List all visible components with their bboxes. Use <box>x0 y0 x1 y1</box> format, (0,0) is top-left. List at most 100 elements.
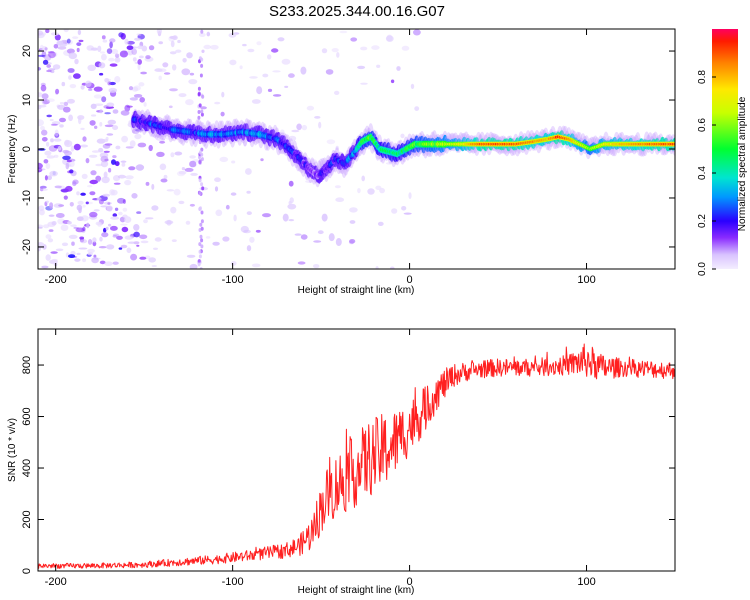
spectrogram-noise-cell <box>85 158 90 164</box>
spectrogram-noise-cell <box>94 103 104 106</box>
spectrogram-noise-cell <box>41 98 49 105</box>
spectrogram-noise-cell <box>326 139 336 145</box>
spectrogram-noise-cell <box>288 73 295 78</box>
spectrogram-noise-cell <box>148 257 156 263</box>
spectrogram-noise-cell <box>386 34 393 42</box>
spectrogram-noise-cell <box>63 101 69 106</box>
spectrogram-noise-cell <box>317 230 324 235</box>
spectrogram-noise-cell <box>124 216 132 224</box>
spectrogram-noise-cell <box>101 53 107 61</box>
y-tick-label: 0 <box>21 146 33 152</box>
spectrogram-noise-cell <box>128 166 136 171</box>
spectrogram-noise-cell <box>80 192 86 196</box>
spectrogram-noise-cell <box>200 109 204 114</box>
spectrogram-noise-cell <box>113 182 121 185</box>
spectrogram-noise-cell <box>111 159 116 165</box>
spectrogram-noise-cell <box>105 226 109 231</box>
spectrogram-noise-cell <box>118 247 123 250</box>
x-tick-label: 0 <box>407 274 413 286</box>
spectrogram-noise-cell <box>181 167 185 171</box>
colorbar-tick-label: 0.0 <box>697 262 708 276</box>
spectrogram-noise-cell <box>145 181 150 186</box>
spectrogram-noise-cell <box>306 105 315 111</box>
spectrogram-noise-cell <box>46 69 52 73</box>
y-tick-label: 10 <box>21 94 33 106</box>
spectrogram-y-axis-label: Frequency (Hz) <box>7 115 18 184</box>
y-tick-label: 800 <box>21 356 33 374</box>
spectrogram-noise-cell <box>109 63 118 67</box>
spectrogram-noise-cell <box>76 47 80 53</box>
colorbar: 0.0 0.2 0.4 0.6 0.8 Normalized spectral ampl… <box>697 29 748 276</box>
spectrogram-noise-cell <box>121 135 128 143</box>
spectrogram-noise-cell <box>145 217 154 220</box>
spectrogram-noise-cell <box>112 109 119 114</box>
spectrogram-noise-cell <box>71 241 75 246</box>
spectrogram-noise-cell <box>175 49 182 53</box>
spectrogram-noise-cell <box>178 200 185 205</box>
spectrogram-noise-cell <box>61 242 69 247</box>
spectrogram-noise-cell <box>133 94 143 98</box>
spectrogram-noise-cell <box>50 138 54 143</box>
spectrogram-noise-cell <box>108 87 118 93</box>
spectrogram-noise-cell <box>137 59 142 65</box>
spectrogram-noise-cell <box>92 237 97 243</box>
spectrogram-noise-cell <box>98 62 106 69</box>
spectrogram-noise-cell <box>78 117 82 125</box>
spectrogram-noise-cell <box>73 143 81 151</box>
spectrogram-noise-cell <box>160 178 168 183</box>
spectrogram-y-ticks: -20 -10 0 10 20 <box>21 45 675 255</box>
spectrogram-noise-cell <box>39 188 48 191</box>
spectrogram-noise-cell <box>101 176 110 184</box>
spectrogram-noise-cell <box>210 44 219 50</box>
spectrogram-noise-cell <box>121 226 129 233</box>
spectrogram-noise-cell <box>198 254 202 259</box>
spectrogram-noise-cell <box>120 223 128 226</box>
spectrogram-noise-cell <box>91 150 100 153</box>
spectrogram-noise-cell <box>296 123 302 131</box>
spectrogram-noise-cell <box>242 43 247 47</box>
spectrogram-noise-cell <box>99 72 104 76</box>
spectrogram-noise-cell <box>38 167 43 173</box>
spectrogram-noise-cell <box>262 73 269 78</box>
spectrogram-noise-cell <box>74 58 79 65</box>
spectrogram-noise-cell <box>197 86 201 91</box>
spectrogram-noise-cell <box>159 140 166 144</box>
spectrogram-noise-cell <box>89 179 98 185</box>
spectrogram-noise-cell <box>107 119 117 125</box>
spectrogram-noise-cell <box>156 151 165 157</box>
spectrogram-noise-cell <box>41 265 49 269</box>
spectrogram-noise-cell <box>198 242 202 247</box>
spectrogram-noise-cell <box>45 29 50 34</box>
spectrogram-noise-cell <box>119 216 126 223</box>
spectrogram-noise-cell <box>53 154 59 158</box>
spectrogram-noise-cell <box>103 150 110 153</box>
spectrogram-noise-cell <box>201 186 205 191</box>
spectrogram-noise-cell <box>203 44 212 50</box>
spectrogram-noise-cell <box>65 162 70 170</box>
spectrogram-noise-cell <box>288 135 297 142</box>
snr-x-ticks: -200 -100 0 100 <box>45 329 596 588</box>
spectrogram-noise-cell <box>199 222 203 227</box>
spectrogram-noise-cell <box>110 225 118 231</box>
spectrogram-noise-cell <box>272 70 281 73</box>
spectrogram-noise-cell <box>414 106 420 111</box>
spectrogram-noise-cell <box>131 128 140 134</box>
spectrogram-noise-cell <box>220 111 225 117</box>
spectrogram-noise-cell <box>98 246 107 249</box>
spectrogram-noise-cell <box>100 205 109 208</box>
spectrogram-noise-cell <box>313 240 322 243</box>
spectrogram-noise-cell <box>169 88 178 92</box>
spectrogram-noise-cell <box>301 124 308 131</box>
spectrogram-noise-cell <box>94 125 98 129</box>
spectrogram-noise-cell <box>336 52 340 58</box>
spectrogram-noise-cell <box>95 163 103 167</box>
spectrogram-noise-cell <box>44 54 52 61</box>
spectrogram-noise-cell <box>154 237 162 242</box>
y-tick-label: -20 <box>21 239 33 255</box>
spectrogram-noise-cell <box>68 75 72 80</box>
spectrogram-noise-cell <box>91 257 99 264</box>
spectrogram-noise-cell <box>39 44 44 52</box>
spectrogram-noise-cell <box>182 58 187 63</box>
spectrogram-noise-cell <box>44 175 48 181</box>
spectrogram-noise-cell <box>66 38 71 44</box>
